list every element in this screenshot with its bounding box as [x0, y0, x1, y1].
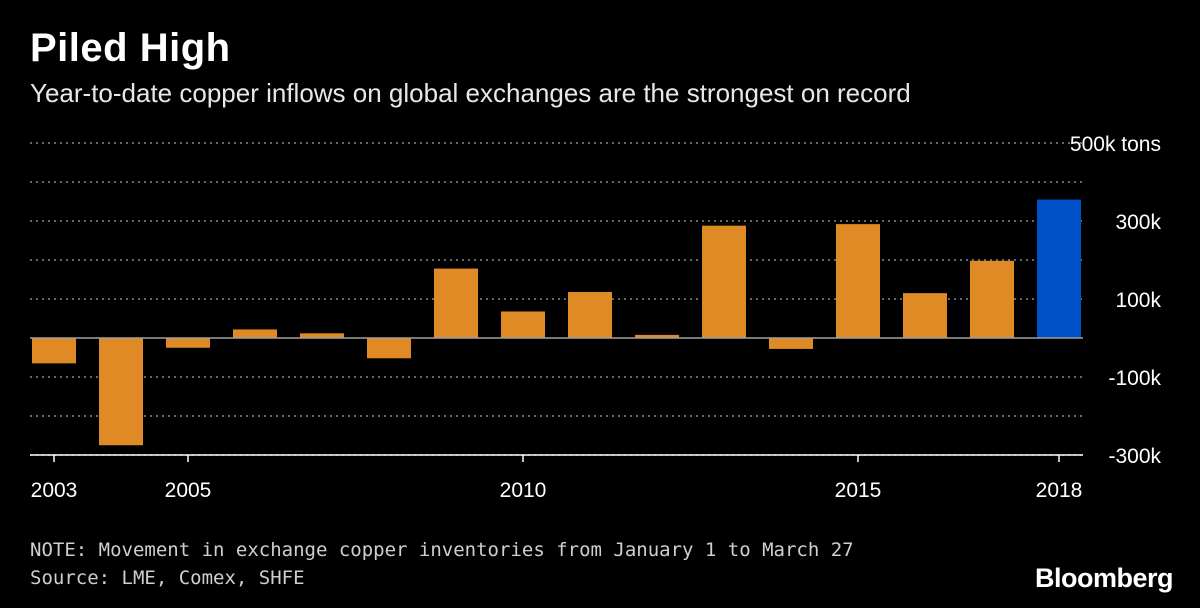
bar-2009 — [434, 268, 478, 338]
bar-2005 — [166, 338, 210, 348]
note-text: NOTE: Movement in exchange copper invent… — [30, 539, 854, 561]
bar-2016 — [903, 293, 947, 338]
bar-2012 — [635, 334, 679, 338]
y-tick-label: 300k — [1115, 211, 1161, 234]
bar-2008 — [367, 338, 411, 359]
y-tick-label: 500k tons — [1070, 133, 1161, 156]
chart-subtitle: Year-to-date copper inflows on global ex… — [30, 78, 911, 108]
bar-2004 — [99, 338, 143, 446]
x-tick-label: 2015 — [835, 479, 882, 502]
y-tick-label: -300k — [1108, 445, 1161, 468]
bloomberg-logo: Bloomberg — [1034, 563, 1174, 593]
bar-2015 — [836, 224, 880, 338]
x-tick-label: 2005 — [165, 479, 212, 502]
y-tick-label: 100k — [1115, 289, 1161, 312]
bar-2010 — [501, 311, 545, 338]
y-tick-label: -100k — [1108, 367, 1161, 390]
bar-2007 — [300, 333, 344, 338]
bar-2011 — [568, 291, 612, 338]
bar-2006 — [233, 329, 277, 338]
bar-2018 — [1037, 199, 1081, 338]
bar-2003 — [32, 338, 76, 364]
bar-2013 — [702, 225, 746, 338]
chart-footnotes: NOTE: Movement in exchange copper invent… — [30, 536, 854, 592]
x-tick-label: 2003 — [31, 479, 78, 502]
bar-2014 — [769, 338, 813, 349]
source-text: Source: LME, Comex, SHFE — [30, 567, 305, 589]
x-tick-label: 2018 — [1036, 479, 1083, 502]
chart-title: Piled High — [30, 26, 231, 70]
bar-2017 — [970, 260, 1014, 338]
x-tick-label: 2010 — [500, 479, 547, 502]
